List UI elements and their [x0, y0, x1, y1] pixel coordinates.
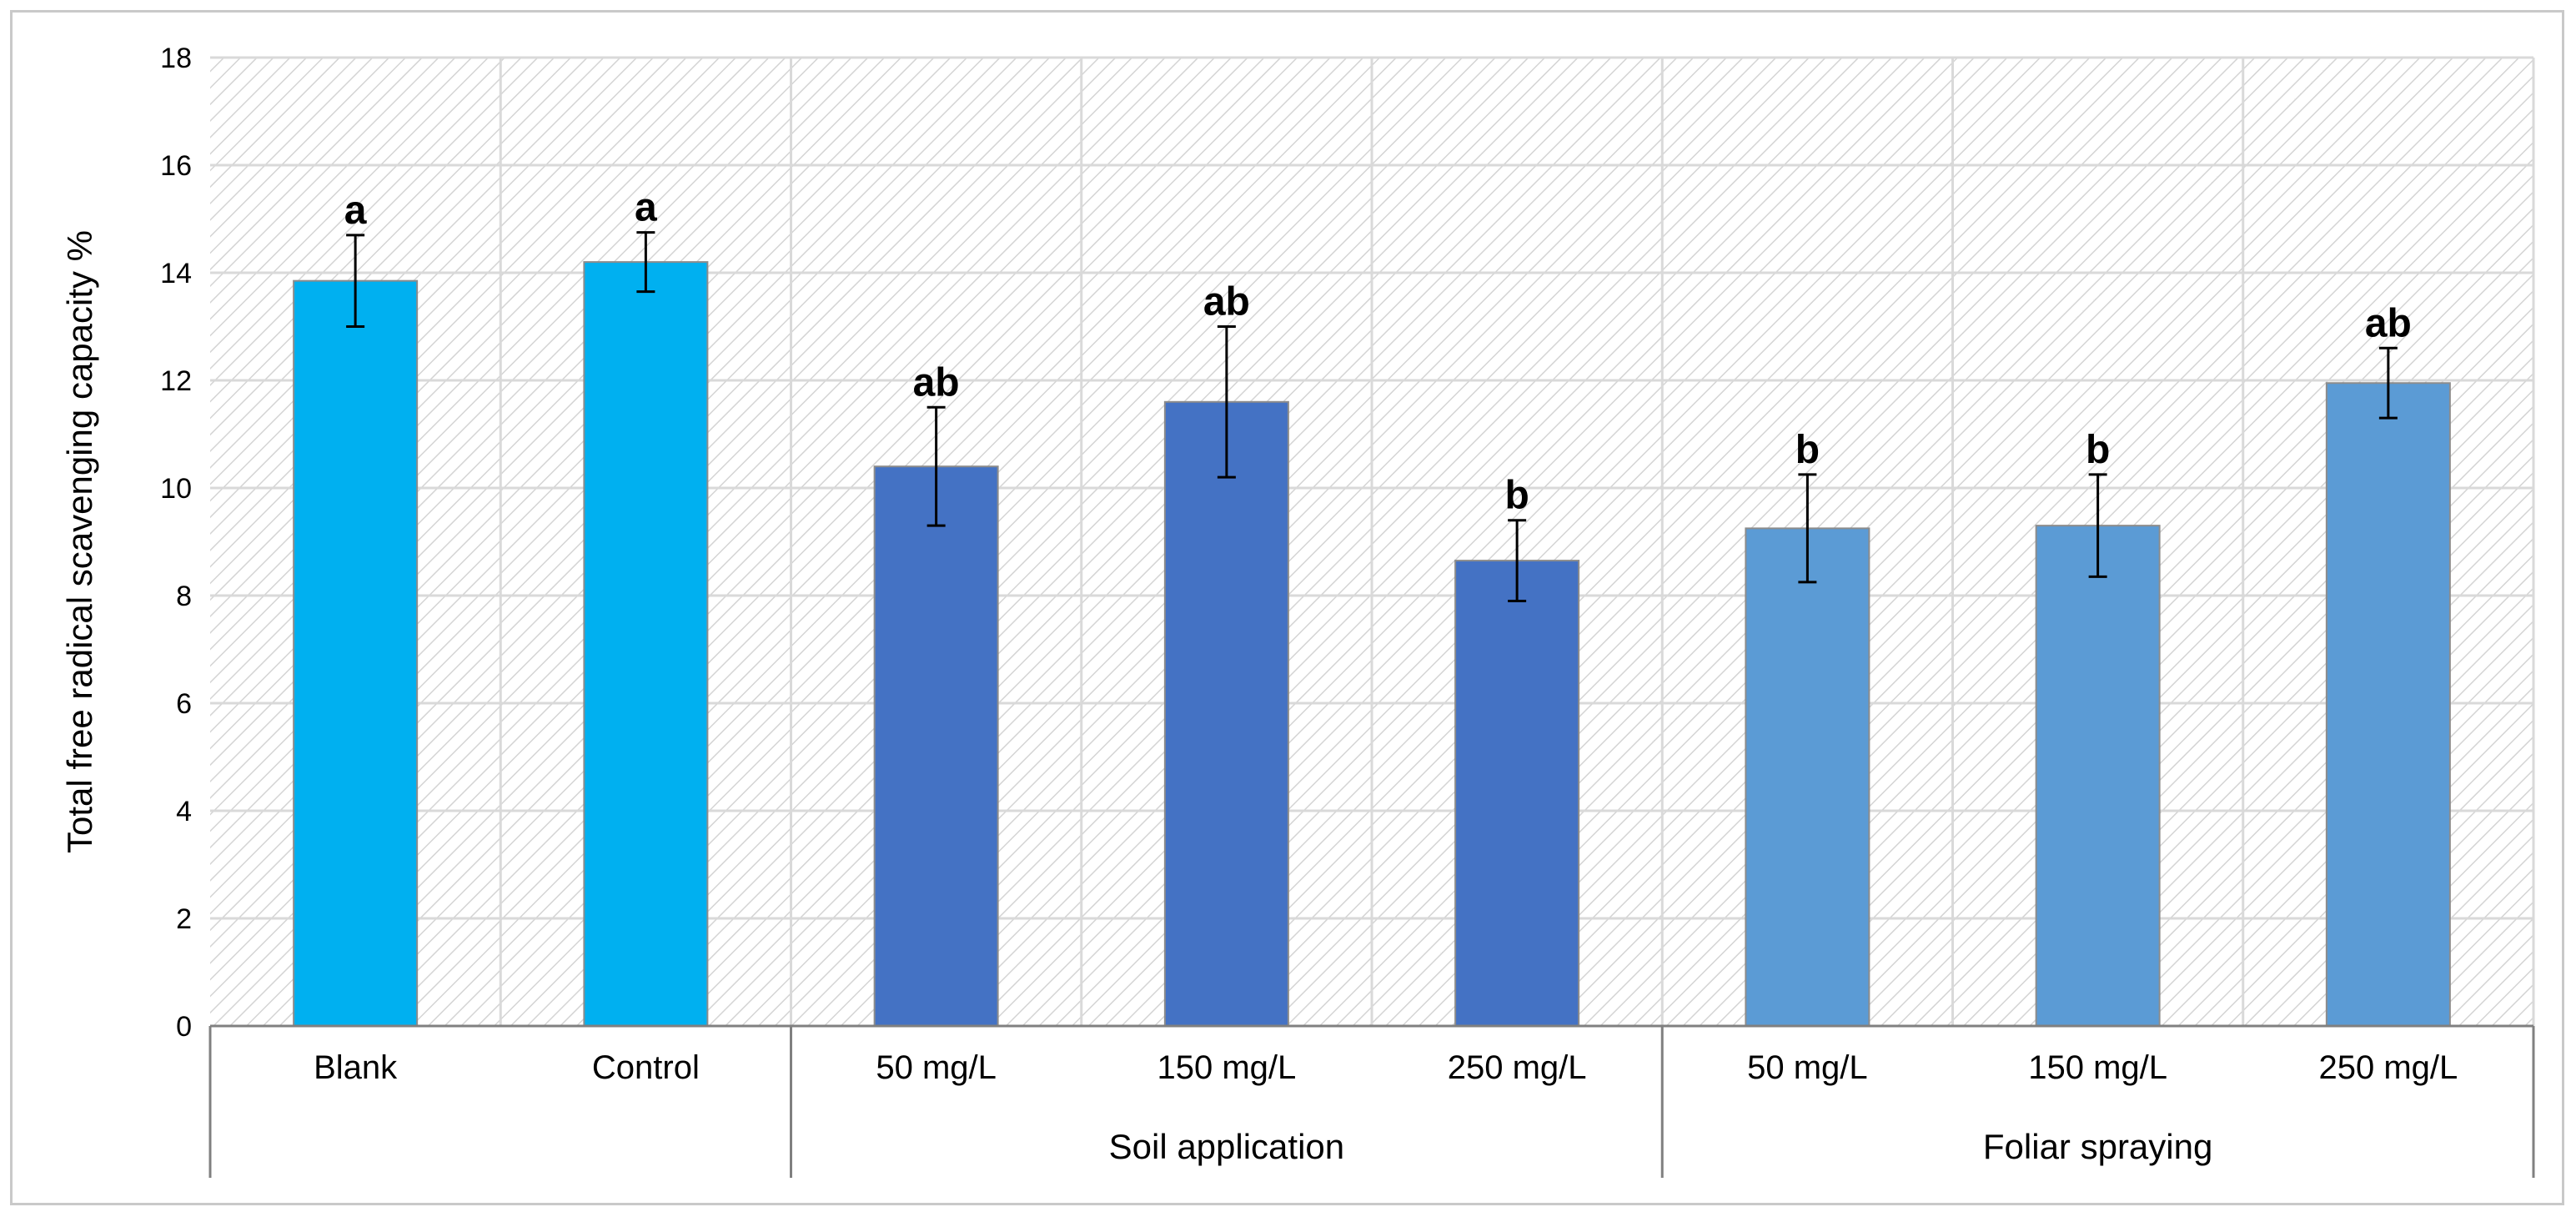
- bar: [2035, 525, 2161, 1027]
- group-label: Soil application: [1109, 1127, 1345, 1166]
- significance-label: ab: [2365, 301, 2412, 345]
- y-axis-label: Total free radical scavenging capacity %: [60, 230, 99, 853]
- x-axis: Blank Control 50 mg/L 150 mg/L 250 mg/L 50 mg…: [208, 1024, 2535, 1178]
- significance-label: b: [1795, 428, 1820, 472]
- y-tick-label: 14: [160, 258, 192, 289]
- bar: [293, 279, 419, 1027]
- x-tick-label: Blank: [314, 1049, 398, 1086]
- y-tick-label: 16: [160, 150, 192, 182]
- x-tick-label: Control: [592, 1049, 700, 1086]
- bars: [293, 261, 2451, 1028]
- significance-label: ab: [1203, 280, 1250, 324]
- y-tick-label: 4: [176, 796, 192, 827]
- significance-label: b: [2086, 428, 2110, 472]
- y-tick-label: 10: [160, 473, 192, 505]
- y-tick-label: 12: [160, 365, 192, 397]
- y-tick-label: 0: [176, 1011, 192, 1043]
- bar: [1163, 400, 1289, 1027]
- bar: [873, 465, 999, 1027]
- significance-label: a: [344, 189, 367, 233]
- x-tick-label: 150 mg/L: [1157, 1049, 1296, 1086]
- x-tick-label: 250 mg/L: [2318, 1049, 2458, 1086]
- bar: [1454, 560, 1580, 1027]
- significance-label: a: [635, 186, 657, 230]
- y-tick-label: 8: [176, 581, 192, 612]
- significance-labels: a a ab ab b b b ab: [344, 186, 2412, 518]
- group-label: Foliar spraying: [1983, 1127, 2212, 1166]
- category-separators: [499, 58, 2535, 1026]
- y-tick-label: 18: [160, 43, 192, 74]
- y-tick-label: 2: [176, 903, 192, 935]
- x-tick-label: 150 mg/L: [2028, 1049, 2167, 1086]
- y-tick-label: 6: [176, 688, 192, 720]
- x-tick-label: 50 mg/L: [1747, 1049, 1868, 1086]
- bar: [583, 261, 709, 1028]
- bar: [1745, 527, 1870, 1027]
- y-axis-ticks: 0 2 4 6 8 10 12 14 16 18: [160, 43, 192, 1043]
- x-tick-label: 50 mg/L: [876, 1049, 997, 1086]
- error-bars: [346, 231, 2398, 602]
- significance-label: b: [1504, 474, 1529, 518]
- significance-label: ab: [913, 360, 960, 405]
- bar: [2325, 382, 2451, 1028]
- x-tick-label: 250 mg/L: [1448, 1049, 1587, 1086]
